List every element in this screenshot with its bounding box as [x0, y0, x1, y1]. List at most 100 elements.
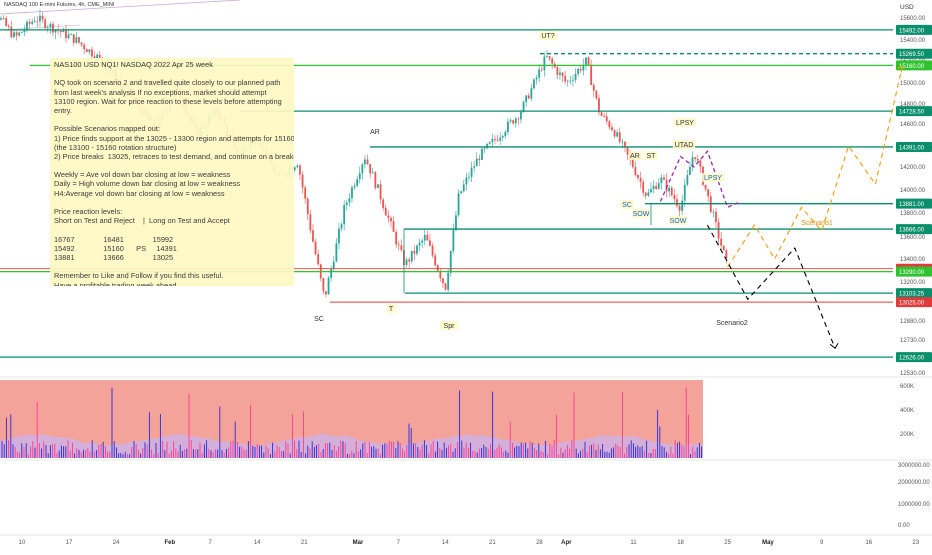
candle-body	[429, 240, 431, 246]
candle-body	[85, 49, 88, 53]
candle-body	[590, 64, 593, 85]
candle-body	[23, 29, 26, 32]
candle-body	[561, 72, 564, 77]
note-line	[54, 161, 290, 170]
candle-body	[611, 127, 613, 131]
candle-body	[494, 138, 496, 140]
price-tick-label: 14000.00	[900, 188, 926, 194]
candle-body	[468, 176, 470, 178]
candle-body	[530, 88, 533, 99]
level-label: 14728.50	[899, 110, 925, 116]
scenario1-path	[727, 66, 903, 268]
candle-body	[481, 148, 483, 160]
candle-body	[660, 177, 663, 184]
note-line: 13881 13666 13025	[54, 252, 174, 262]
candle-body	[65, 29, 67, 39]
candle-body	[699, 160, 702, 167]
level-label-bg	[896, 60, 932, 71]
candle-body	[483, 147, 486, 149]
candle-body	[650, 189, 652, 193]
candle-body	[33, 21, 36, 23]
candle-body	[631, 159, 634, 168]
candle-body	[49, 23, 52, 28]
candle-body	[80, 42, 83, 45]
candle-body	[83, 44, 86, 50]
level-label: 15492.00	[899, 28, 925, 34]
candle-body	[618, 132, 621, 142]
candle-body	[449, 251, 452, 273]
candle-body	[712, 211, 715, 213]
time-tick-label: Feb	[165, 540, 176, 546]
price-tick-label: 12530.00	[900, 371, 926, 377]
candle-body	[67, 34, 70, 39]
candle-body	[413, 250, 416, 254]
candle-body	[418, 242, 421, 246]
note-line: 1) Price finds support at the 13025 - 13…	[54, 133, 294, 143]
candle-body	[720, 238, 723, 246]
level-label-bg	[896, 224, 932, 235]
candle-body	[663, 177, 665, 180]
price-tick-label: 14200.00	[900, 165, 926, 171]
candle-body	[96, 54, 99, 60]
candle-body	[306, 198, 309, 215]
candle-body	[686, 174, 689, 185]
annotation-label: Spr	[444, 323, 456, 330]
candle-body	[605, 116, 608, 122]
candle-body	[566, 80, 569, 82]
annotation-label: T	[389, 306, 394, 313]
candle-body	[564, 76, 567, 82]
candle-body	[371, 172, 374, 174]
candle-body	[517, 118, 520, 120]
candle-body	[668, 187, 671, 192]
candle-body	[496, 139, 499, 141]
candle-body	[587, 57, 590, 65]
candle-body	[309, 214, 312, 231]
candle-body	[691, 157, 694, 167]
annotation-label: UTAD	[675, 142, 694, 149]
candle-body	[678, 205, 681, 211]
candle-body	[392, 221, 395, 232]
annotation-label: SOW	[670, 218, 687, 225]
trend-line	[0, 24, 81, 31]
price-tick-label: 12730.00	[900, 338, 926, 344]
annotation-bg	[701, 173, 725, 182]
candle-body	[676, 199, 678, 206]
candle-body	[423, 234, 426, 241]
candle-body	[434, 255, 437, 266]
level-label: 15269.50	[899, 52, 925, 58]
candle-body	[343, 204, 346, 225]
candle-body	[592, 84, 595, 91]
time-tick-label: 25	[724, 540, 731, 546]
candle-body	[18, 32, 21, 36]
candle-body	[616, 132, 619, 137]
price-tick-label: 12880.00	[900, 319, 926, 325]
candle-body	[655, 185, 658, 189]
candle-body	[548, 56, 551, 59]
candle-body	[304, 187, 307, 199]
candle-body	[509, 120, 512, 122]
candle-body	[54, 29, 57, 33]
candle-body	[10, 26, 13, 38]
candle-body	[520, 111, 522, 120]
candle-body	[345, 202, 348, 205]
level-label-bg	[896, 288, 932, 299]
level-label-bg	[896, 198, 932, 209]
volume-tick-label: 400K	[900, 408, 914, 414]
level-label-bg	[896, 24, 932, 35]
candle-body	[447, 272, 450, 290]
time-tick-label: 11	[630, 540, 637, 546]
candle-body	[39, 15, 41, 22]
candle-body	[704, 184, 707, 190]
candle-body	[7, 25, 10, 27]
candle-body	[369, 164, 372, 174]
candle-body	[647, 192, 650, 196]
candle-body	[533, 79, 535, 89]
candle-body	[332, 261, 335, 269]
time-tick-label: 17	[66, 540, 73, 546]
candle-body	[621, 141, 624, 143]
annotation-bg	[669, 216, 687, 225]
candle-body	[543, 56, 546, 71]
time-tick-label: 28	[536, 540, 543, 546]
candle-body	[397, 244, 400, 246]
note-line: 15492 15160 PS 14391	[54, 243, 177, 253]
